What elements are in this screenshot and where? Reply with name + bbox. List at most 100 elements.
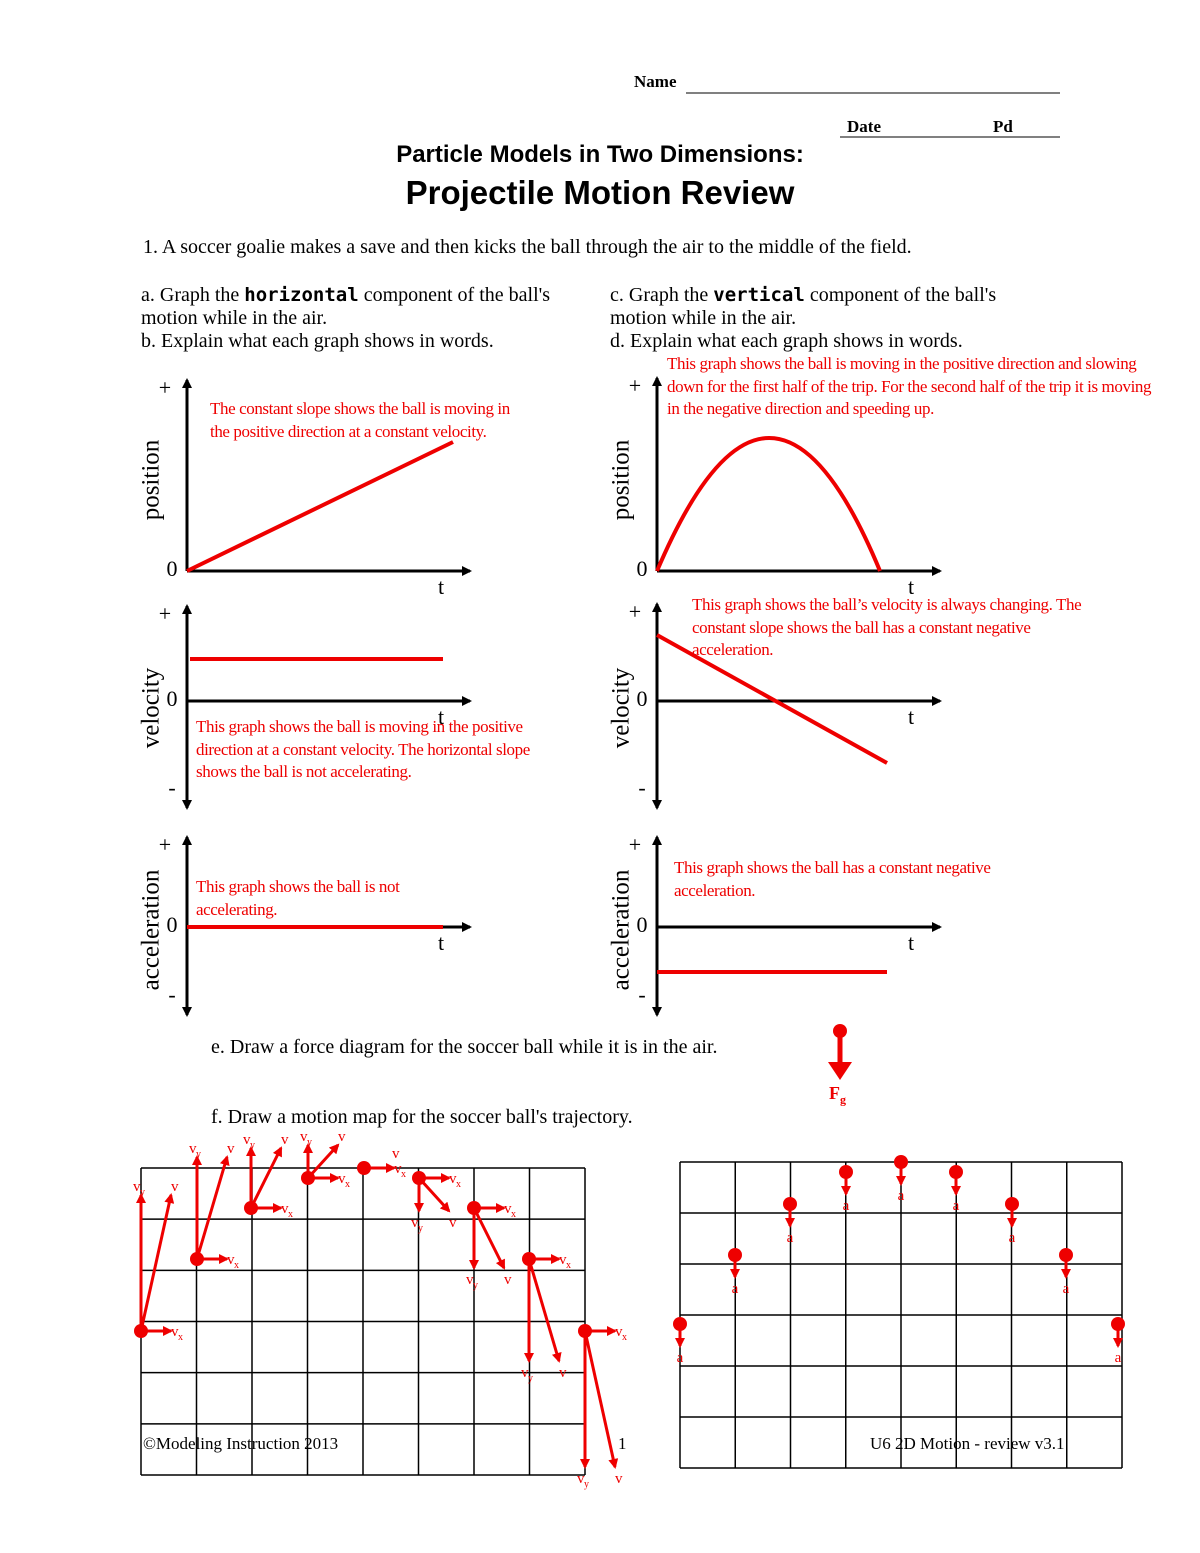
ball bbox=[522, 1252, 536, 1266]
axis-label: acceleration bbox=[608, 869, 635, 990]
plus-label: + bbox=[159, 832, 171, 857]
ball bbox=[467, 1201, 481, 1215]
prompt-text: component of the ball's motion while in … bbox=[141, 284, 551, 329]
prompt-text: d. Explain what each graph shows in word… bbox=[610, 330, 963, 352]
right-prompt: c. Graph the vertical component of the b… bbox=[610, 284, 1050, 353]
zero-label: 0 bbox=[167, 686, 178, 711]
vector-label: v bbox=[449, 1171, 457, 1187]
vector-label: y bbox=[418, 1223, 423, 1234]
a-label: a bbox=[898, 1188, 905, 1204]
v-arrow bbox=[583, 1330, 619, 1469]
ball bbox=[357, 1161, 371, 1175]
v-arrow bbox=[306, 1143, 340, 1180]
prompt-text: a. Graph the bbox=[141, 284, 245, 306]
vector-label: v bbox=[338, 1129, 346, 1145]
vector-label: v bbox=[504, 1272, 512, 1288]
t-label: t bbox=[438, 930, 444, 955]
force-label: Fg bbox=[829, 1083, 846, 1108]
ball bbox=[244, 1201, 258, 1215]
answer: This graph shows the ball has a constant… bbox=[674, 858, 991, 900]
minus-label: - bbox=[638, 775, 645, 800]
answer: This graph shows the ball is moving in t… bbox=[667, 354, 1152, 418]
vector-label: v bbox=[189, 1141, 197, 1157]
a-label: a bbox=[677, 1350, 684, 1366]
answer: The constant slope shows the ball is mov… bbox=[210, 399, 510, 441]
vector-label: v bbox=[559, 1252, 567, 1268]
a-label: a bbox=[953, 1198, 960, 1214]
a-label: a bbox=[732, 1281, 739, 1297]
vector-label: x bbox=[234, 1260, 239, 1271]
t-label: t bbox=[908, 704, 914, 729]
vector-label: v bbox=[466, 1272, 474, 1288]
vector-label: v bbox=[227, 1141, 235, 1157]
vector-label: y bbox=[196, 1149, 201, 1160]
vector-label: v bbox=[559, 1365, 567, 1381]
vector-label: x bbox=[178, 1332, 183, 1343]
ball bbox=[134, 1324, 148, 1338]
t-label: t bbox=[908, 930, 914, 955]
graph-curve bbox=[186, 440, 454, 573]
vector-label: v bbox=[411, 1215, 419, 1231]
zero-label: 0 bbox=[637, 912, 648, 937]
a-label: a bbox=[1063, 1281, 1070, 1297]
left-prompt: a. Graph the horizontal component of the… bbox=[141, 284, 581, 353]
vector-label: v bbox=[504, 1201, 512, 1217]
prompt-text: c. Graph the bbox=[610, 284, 714, 306]
subtitle: Projectile Motion Review bbox=[405, 174, 795, 211]
vector-label: v bbox=[300, 1129, 308, 1145]
plus-label: + bbox=[629, 373, 641, 398]
minus-label: - bbox=[638, 982, 645, 1007]
prompt-bold: horizontal bbox=[244, 284, 359, 306]
a-label: a bbox=[1115, 1350, 1122, 1366]
t-label: t bbox=[908, 574, 914, 599]
vector-label: x bbox=[511, 1209, 516, 1220]
vector-label: y bbox=[140, 1187, 145, 1198]
t-label: t bbox=[438, 704, 444, 729]
plus-label: + bbox=[159, 601, 171, 626]
vector-label: x bbox=[566, 1260, 571, 1271]
vector-label: v bbox=[338, 1171, 346, 1187]
vector-label: v bbox=[243, 1132, 251, 1148]
vector-label: x bbox=[622, 1332, 627, 1343]
plus-label: + bbox=[629, 599, 641, 624]
force-symbol: F bbox=[829, 1083, 840, 1103]
vector-label: x bbox=[288, 1209, 293, 1220]
zero-label: 0 bbox=[167, 556, 178, 581]
vector-label: v bbox=[171, 1179, 179, 1195]
zero-label: 0 bbox=[637, 686, 648, 711]
vector-label: x bbox=[345, 1179, 350, 1190]
date-label: Date bbox=[847, 117, 881, 136]
ball bbox=[190, 1252, 204, 1266]
vector-label: x bbox=[401, 1169, 406, 1180]
footer-right: U6 2D Motion - review v3.1 bbox=[870, 1434, 1065, 1453]
title: Particle Models in Two Dimensions: bbox=[396, 141, 804, 168]
force-prompt: e. Draw a force diagram for the soccer b… bbox=[211, 1036, 718, 1058]
v-arrow bbox=[472, 1207, 506, 1270]
prompt-text: component of the ball's motion while in … bbox=[610, 284, 997, 329]
zero-label: 0 bbox=[637, 556, 648, 581]
graph-curve bbox=[655, 436, 882, 572]
vector-label: y bbox=[584, 1479, 589, 1490]
answer: This graph shows the ball is moving in t… bbox=[196, 717, 530, 781]
vector-label: v bbox=[392, 1146, 400, 1162]
vector-label: v bbox=[615, 1324, 623, 1340]
a-label: a bbox=[843, 1198, 850, 1214]
prompt-text: b. Explain what each graph shows in word… bbox=[141, 330, 494, 352]
plus-label: + bbox=[629, 832, 641, 857]
vector-label: y bbox=[528, 1373, 533, 1384]
ball bbox=[578, 1324, 592, 1338]
motion-prompt: f. Draw a motion map for the soccer ball… bbox=[211, 1106, 633, 1128]
answer: This graph shows the ball is not acceler… bbox=[196, 877, 400, 919]
a-label: a bbox=[787, 1230, 794, 1246]
pd-label: Pd bbox=[993, 117, 1013, 136]
prompt-bold: vertical bbox=[713, 284, 805, 306]
vector-label: x bbox=[456, 1179, 461, 1190]
ball bbox=[412, 1171, 426, 1185]
v-arrow bbox=[249, 1146, 283, 1209]
vector-label: v bbox=[394, 1161, 402, 1177]
v-arrow bbox=[527, 1258, 562, 1363]
plus-label: + bbox=[159, 375, 171, 400]
t-label: t bbox=[438, 574, 444, 599]
graph-curve bbox=[656, 633, 888, 765]
